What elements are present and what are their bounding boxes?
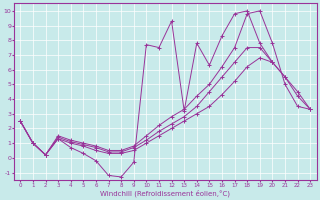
- X-axis label: Windchill (Refroidissement éolien,°C): Windchill (Refroidissement éolien,°C): [100, 189, 230, 197]
